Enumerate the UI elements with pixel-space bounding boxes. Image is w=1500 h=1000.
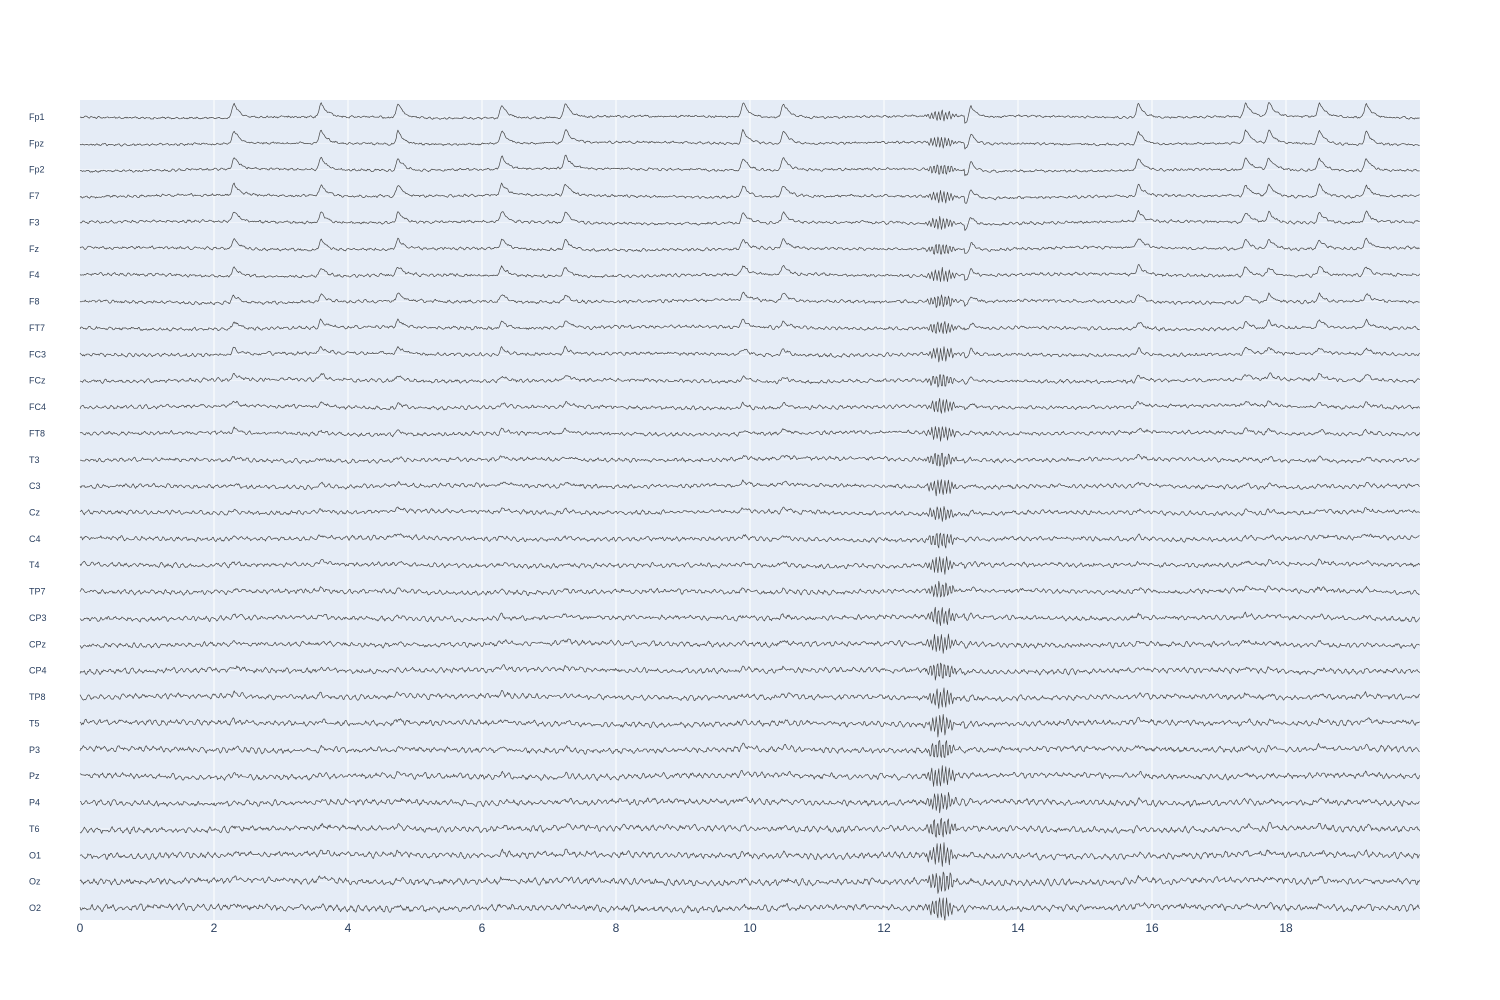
channel-label: CP3: [29, 613, 47, 623]
x-axis: 0 2 4 6 8 10 12 14 16 18: [77, 921, 1293, 935]
channel-trace: [79, 209, 1420, 231]
x-tick-label: 0: [77, 921, 84, 935]
traces: [79, 102, 1420, 921]
x-tick-label: 16: [1145, 921, 1159, 935]
channel-trace: [79, 897, 1420, 921]
channel-trace: [79, 452, 1420, 468]
channel-trace: [79, 842, 1420, 867]
channel-trace: [79, 397, 1420, 414]
channel-trace: [79, 532, 1420, 549]
channel-label: TP7: [29, 587, 46, 597]
channel-label: O1: [29, 850, 41, 860]
x-tick-label: 10: [743, 921, 757, 935]
channel-trace: [79, 662, 1420, 681]
channel-label: F3: [29, 217, 40, 227]
channel-trace: [79, 479, 1420, 497]
channel-trace: [79, 580, 1420, 598]
channel-trace: [79, 687, 1420, 709]
channel-label: Cz: [29, 508, 40, 518]
channel-label: C4: [29, 534, 41, 544]
channel-trace: [79, 817, 1420, 838]
channel-trace: [79, 237, 1420, 255]
channel-trace: [79, 506, 1420, 522]
channel-trace: [79, 765, 1420, 787]
x-tick-label: 4: [345, 921, 352, 935]
channel-trace: [79, 345, 1420, 363]
channel-label: Fp1: [29, 112, 45, 122]
x-tick-label: 14: [1011, 921, 1025, 935]
channel-label: FC4: [29, 402, 46, 412]
channel-trace: [79, 426, 1420, 442]
channel-label: P4: [29, 798, 40, 808]
x-tick-label: 6: [479, 921, 486, 935]
channel-label: O2: [29, 903, 41, 913]
channel-trace: [79, 182, 1420, 204]
channel-trace: [79, 102, 1420, 124]
channel-label: FCz: [29, 376, 46, 386]
channel-label: F7: [29, 191, 40, 201]
channel-trace: [79, 154, 1420, 177]
channel-label: TP8: [29, 692, 46, 702]
channel-label: FT8: [29, 428, 45, 438]
channel-label: T6: [29, 824, 40, 834]
channel-trace: [79, 264, 1420, 282]
channel-label: Pz: [29, 771, 40, 781]
channel-label: T3: [29, 455, 40, 465]
channel-label: T4: [29, 560, 40, 570]
channel-trace: [79, 129, 1420, 150]
channel-trace: [79, 606, 1420, 626]
channel-label: F8: [29, 297, 40, 307]
channel-trace: [79, 556, 1420, 575]
channel-trace: [79, 372, 1420, 388]
x-tick-label: 12: [877, 921, 891, 935]
channel-label: CPz: [29, 639, 47, 649]
channel-trace: [80, 792, 1420, 814]
channel-label: Oz: [29, 877, 41, 887]
channel-labels: Fp1 Fpz Fp2 F7 F3 Fz F4 F8 FT7 FC3 FCz FC4 FT8 T3 C3 Cz…: [29, 112, 47, 913]
channel-label: Fp2: [29, 165, 45, 175]
channel-trace: [79, 318, 1420, 334]
x-tick-label: 18: [1279, 921, 1293, 935]
channel-label: FC3: [29, 349, 46, 359]
channel-label: FT7: [29, 323, 45, 333]
x-tick-label: 8: [613, 921, 620, 935]
channel-label: C3: [29, 481, 41, 491]
x-tick-label: 2: [211, 921, 218, 935]
channel-label: T5: [29, 718, 40, 728]
channel-trace: [79, 740, 1420, 758]
channel-trace: [79, 714, 1420, 738]
channel-label: Fpz: [29, 138, 45, 148]
channel-label: Fz: [29, 244, 39, 254]
channel-trace: [79, 633, 1420, 654]
channel-label: CP4: [29, 666, 47, 676]
channel-trace: [79, 291, 1420, 308]
channel-label: F4: [29, 270, 40, 280]
channel-trace: [79, 871, 1420, 894]
channel-label: P3: [29, 745, 40, 755]
